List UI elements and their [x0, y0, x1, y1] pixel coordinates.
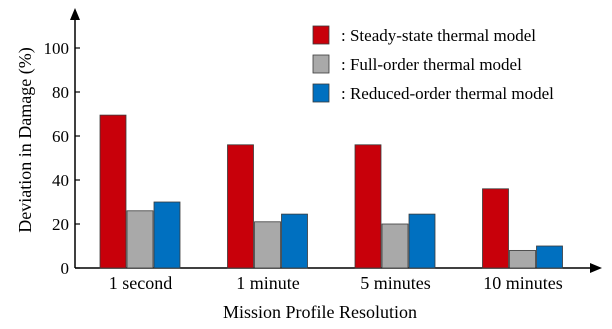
x-tick-label: 1 minute	[236, 273, 300, 293]
legend: : Steady-state thermal model : Full-order…	[312, 25, 554, 103]
bar	[254, 221, 281, 269]
legend-label: : Full-order thermal model	[341, 55, 522, 74]
bar	[227, 144, 254, 269]
y-tick-label: 20	[52, 215, 69, 234]
y-tick-label: 60	[52, 127, 69, 146]
bar	[408, 213, 436, 269]
y-axis-arrow	[70, 8, 80, 20]
bar	[153, 201, 181, 269]
y-tick-label: 40	[52, 171, 69, 190]
bar	[281, 213, 308, 269]
y-ticks: 0 20 40 60 80 100	[44, 39, 80, 278]
legend-swatch	[312, 54, 330, 74]
legend-label: : Steady-state thermal model	[341, 26, 536, 45]
x-tick-label: 5 minutes	[360, 273, 431, 293]
bar	[126, 210, 154, 269]
bar	[99, 114, 127, 269]
x-tick-labels: 1 second 1 minute 5 minutes 10 minutes	[109, 273, 563, 293]
legend-label: : Reduced-order thermal model	[341, 84, 554, 103]
y-axis-title: Deviation in Damage (%)	[15, 47, 36, 232]
x-axis-arrow	[590, 263, 602, 273]
legend-swatch	[312, 83, 330, 103]
bar	[354, 144, 382, 269]
y-tick-label: 0	[61, 259, 70, 278]
bar	[536, 245, 563, 269]
legend-swatch	[312, 25, 330, 45]
y-tick-label: 100	[44, 39, 70, 58]
y-tick-label: 80	[52, 83, 69, 102]
bar	[509, 249, 536, 269]
x-tick-label: 10 minutes	[483, 273, 563, 293]
bar	[482, 188, 509, 269]
bar	[381, 223, 409, 269]
bars	[99, 114, 563, 269]
x-axis-title: Mission Profile Resolution	[223, 302, 417, 322]
x-tick-label: 1 second	[109, 273, 172, 293]
